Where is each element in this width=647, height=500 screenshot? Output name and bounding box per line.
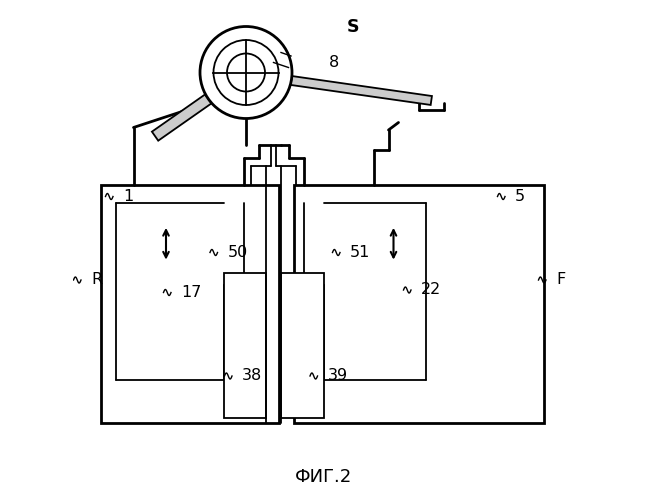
Bar bbox=[223, 272, 266, 418]
Text: 22: 22 bbox=[421, 282, 441, 298]
Text: 5: 5 bbox=[515, 189, 525, 204]
Text: ФИГ.2: ФИГ.2 bbox=[295, 468, 352, 486]
Text: 39: 39 bbox=[327, 368, 347, 384]
FancyArrow shape bbox=[291, 76, 432, 105]
Circle shape bbox=[200, 26, 292, 118]
Text: R: R bbox=[91, 272, 102, 287]
Text: 8: 8 bbox=[329, 55, 338, 70]
Bar bbox=[281, 272, 324, 418]
Bar bbox=[294, 185, 543, 422]
Text: S: S bbox=[347, 18, 360, 36]
Bar bbox=[101, 185, 278, 422]
Text: 38: 38 bbox=[242, 368, 262, 384]
Text: 51: 51 bbox=[350, 245, 370, 260]
Text: 1: 1 bbox=[123, 189, 133, 204]
Text: 17: 17 bbox=[181, 285, 201, 300]
Circle shape bbox=[214, 40, 278, 105]
Text: 50: 50 bbox=[228, 245, 248, 260]
Circle shape bbox=[227, 54, 265, 92]
FancyArrow shape bbox=[152, 94, 212, 140]
Text: F: F bbox=[556, 272, 565, 287]
